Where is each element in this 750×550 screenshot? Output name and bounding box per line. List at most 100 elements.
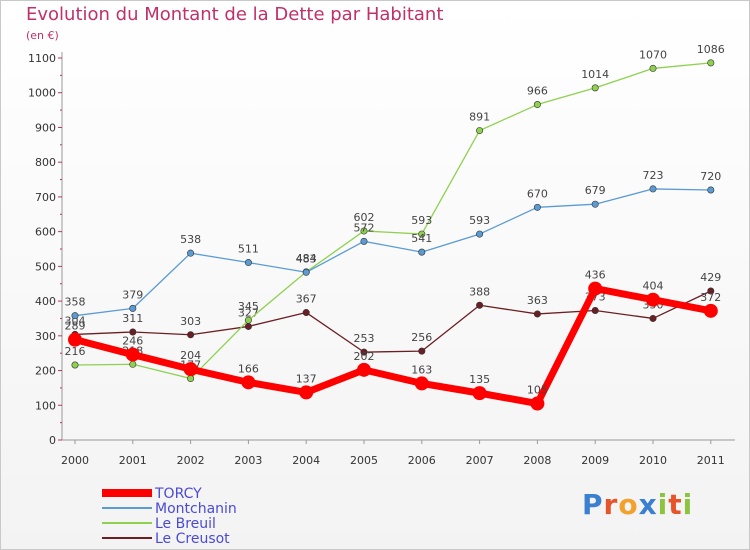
- data-point: [476, 230, 484, 238]
- data-label: 483: [296, 252, 317, 265]
- logo-letter: t: [668, 488, 683, 521]
- data-point: [649, 185, 657, 193]
- data-point: [591, 200, 599, 208]
- data-point: [68, 332, 82, 347]
- data-label: 602: [354, 211, 375, 224]
- data-point: [244, 259, 252, 267]
- x-tick-label: 2004: [292, 454, 320, 467]
- data-point: [649, 64, 657, 72]
- data-label: 484: [296, 252, 317, 265]
- data-point: [360, 348, 368, 356]
- data-label: 367: [296, 293, 317, 306]
- proxiti-logo: Proxiti: [582, 488, 693, 521]
- y-tick-label: 1000: [28, 87, 56, 100]
- data-point: [588, 281, 603, 296]
- data-label: 135: [469, 373, 490, 386]
- legend-label: TORCY: [154, 486, 202, 502]
- data-point: [244, 322, 252, 330]
- y-tick-label: 900: [35, 121, 56, 134]
- data-point: [357, 362, 371, 377]
- data-label: 1070: [639, 48, 667, 61]
- chart-subtitle: (en €): [26, 29, 59, 42]
- data-label: 670: [527, 187, 548, 200]
- data-point: [703, 303, 718, 318]
- y-tick-label: 800: [35, 156, 56, 169]
- data-point: [129, 360, 137, 368]
- data-point: [476, 301, 484, 309]
- data-label: 1014: [581, 68, 609, 81]
- data-point: [707, 287, 715, 295]
- x-tick-label: 2009: [581, 454, 609, 467]
- data-label: 538: [180, 233, 201, 246]
- legend-label: Le Breuil: [155, 516, 216, 532]
- data-point: [241, 375, 256, 390]
- legend-item: Montchanin: [102, 501, 237, 517]
- data-label: 572: [354, 221, 375, 234]
- data-point: [302, 309, 310, 317]
- y-tick-label: 1100: [28, 52, 56, 65]
- data-point: [299, 385, 314, 400]
- x-tick-label: 2007: [466, 454, 494, 467]
- data-point: [707, 186, 715, 194]
- data-label: 304: [65, 314, 86, 327]
- data-point: [646, 292, 660, 307]
- data-label: 1086: [697, 43, 725, 56]
- y-tick-label: 400: [35, 295, 56, 308]
- data-point: [533, 310, 541, 318]
- data-label: 246: [122, 335, 143, 348]
- data-point: [71, 312, 79, 320]
- data-label: 388: [469, 285, 490, 298]
- legend-item: TORCY: [102, 486, 202, 502]
- series-line: [74, 290, 712, 353]
- series-torcy: 289 246 204 166 137 202 163 135 105 436 404 372: [65, 269, 721, 411]
- data-label: 166: [238, 362, 259, 375]
- data-point: [472, 386, 487, 401]
- data-label: 372: [700, 291, 721, 304]
- y-tick-label: 700: [35, 191, 56, 204]
- data-label: 311: [122, 312, 143, 325]
- data-point: [533, 101, 541, 109]
- data-label: 253: [354, 332, 375, 345]
- legend-label: Montchanin: [155, 501, 237, 517]
- data-label: 966: [527, 85, 548, 98]
- data-point: [360, 227, 368, 235]
- data-point: [183, 362, 198, 377]
- legend-label: Le Creusot: [155, 531, 230, 547]
- x-tick-label: 2001: [119, 454, 147, 467]
- data-point: [187, 375, 195, 383]
- y-tick-label: 100: [35, 399, 56, 412]
- data-label: 436: [585, 269, 606, 282]
- data-point: [302, 268, 310, 276]
- x-tick-label: 2000: [61, 454, 89, 467]
- data-label: 163: [411, 363, 432, 376]
- data-point: [418, 347, 426, 355]
- data-point: [187, 331, 195, 339]
- chart-title: Evolution du Montant de la Dette par Hab…: [26, 4, 444, 25]
- data-label: 256: [411, 331, 432, 344]
- series-line: [74, 285, 712, 408]
- data-label: 593: [469, 214, 490, 227]
- data-point: [591, 84, 599, 92]
- data-label: 204: [180, 349, 201, 362]
- y-tick-label: 600: [35, 226, 56, 239]
- y-tick-label: 200: [35, 365, 56, 378]
- data-point: [360, 237, 368, 245]
- logo-letter: x: [638, 488, 658, 521]
- data-point: [187, 249, 195, 257]
- series-le-creusot: 304311303327367253256388363373350429: [65, 271, 721, 356]
- data-point: [129, 304, 137, 312]
- data-label: 511: [238, 243, 259, 256]
- logo-letter: r: [603, 488, 619, 521]
- legend-item: Le Breuil: [102, 516, 216, 532]
- data-label: 723: [643, 169, 664, 182]
- data-point: [414, 376, 429, 391]
- x-tick-label: 2010: [639, 454, 667, 467]
- x-tick-label: 2011: [697, 454, 725, 467]
- data-point: [707, 59, 715, 67]
- logo-letter: o: [618, 488, 639, 521]
- x-tick-label: 2003: [234, 454, 262, 467]
- data-label: 541: [411, 232, 432, 245]
- x-tick-label: 2002: [177, 454, 205, 467]
